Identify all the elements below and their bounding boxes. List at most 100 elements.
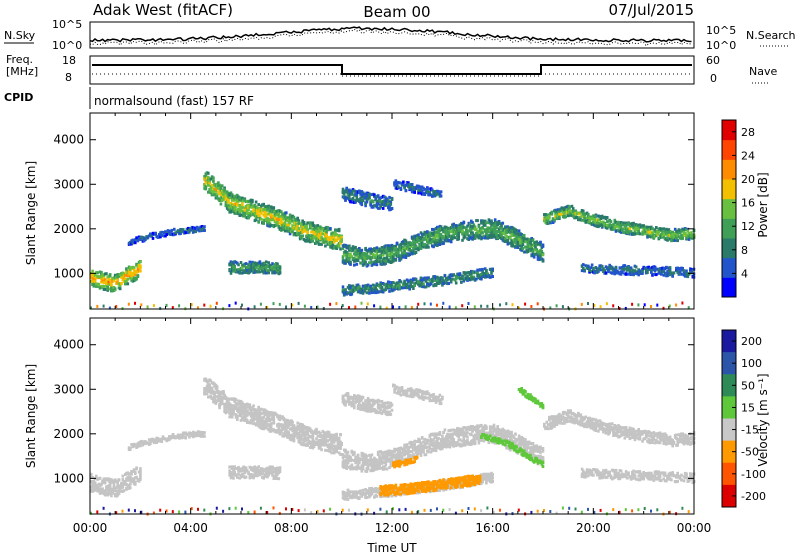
power-cell-0-5-0 — [96, 271, 99, 275]
power-cell-4-204-6 — [346, 252, 350, 256]
power-cell-9-391-1 — [582, 263, 585, 267]
power-cell-5-318-2 — [490, 271, 493, 275]
velocity-cell-0-23-0 — [118, 489, 122, 493]
power-cell-5-226-1 — [374, 285, 377, 289]
power-cell-8-361-5 — [544, 213, 547, 216]
power-cell-5-220-2 — [366, 287, 370, 291]
power-cell-8-405-2 — [599, 217, 603, 220]
power-cell-0-34-3 — [132, 266, 136, 270]
velocity-cell-0-15-7 — [108, 485, 112, 489]
power-cell-4-215-8 — [360, 248, 364, 252]
power-cell-2-156-7 — [286, 226, 289, 230]
power-cell-4-261-7 — [418, 239, 421, 242]
power-cell-4-276-4 — [437, 227, 440, 231]
power-cell-8-461-0 — [670, 239, 673, 243]
power-near-cell-56 — [442, 301, 445, 305]
power-near-cell-38 — [329, 302, 332, 306]
power-cell-2-115-3 — [234, 212, 238, 215]
power-cell-4-243-6 — [395, 242, 399, 246]
power-cell-4-343-5 — [521, 234, 525, 238]
power-cell-5-219-3 — [365, 291, 369, 295]
power-cell-9-427-3 — [627, 266, 630, 269]
power-cell-5-315-3 — [486, 272, 489, 276]
velocity-cell-2-161-9 — [292, 438, 296, 442]
power-cell-2-158-7 — [288, 228, 292, 232]
power-cell-4-313-0 — [483, 219, 487, 223]
power-cell-0-27-2 — [124, 282, 127, 286]
velocity-cell-1-56-2 — [160, 437, 164, 441]
power-cell-8-370-5 — [555, 216, 559, 220]
power-cell-5-302-1 — [470, 272, 473, 276]
power-cell-5-243-4 — [395, 285, 399, 289]
power-cell-2-125-9 — [247, 216, 250, 220]
power-cell-2-154-9 — [283, 229, 287, 233]
velocity-cell-2-134-6 — [258, 410, 262, 414]
power-cell-9-411-3 — [607, 270, 610, 273]
power-cell-4-333-4 — [509, 236, 512, 240]
power-cell-8-434-0 — [636, 224, 639, 228]
power-cell-0-19-4 — [113, 287, 117, 291]
velocity-cell-0-18-7 — [112, 485, 116, 489]
power-cell-2-189-8 — [327, 238, 331, 242]
velocity-cell-0-39-3 — [139, 471, 142, 475]
power-cell-4-256-3 — [412, 249, 415, 253]
power-cell-0-18-4 — [112, 279, 116, 283]
power-cell-4-249-5 — [403, 253, 406, 257]
velocity-cell-0-14-1 — [107, 484, 111, 488]
power-cell-2-177-7 — [312, 235, 316, 239]
power-cell-9-460-2 — [668, 266, 672, 270]
velocity-cell-2-104-5 — [220, 395, 224, 399]
velocity-cell-0-0-4 — [90, 472, 93, 476]
power-cell-3-127-1 — [249, 266, 253, 270]
power-cell-8-401-0 — [594, 218, 598, 222]
power-cell-3-146-2 — [273, 264, 277, 268]
power-cell-0-29-0 — [126, 282, 130, 286]
velocity-cell-2-156-3 — [286, 430, 289, 434]
power-cell-0-14-7 — [107, 283, 111, 286]
power-near-cell-23 — [234, 301, 237, 305]
velocity-cell-2-101-8 — [217, 396, 220, 400]
velocity-cell-1-41-0 — [141, 443, 145, 447]
power-near-cell-52 — [417, 302, 420, 306]
power-cell-0-1-3 — [91, 269, 94, 273]
power-cell-9-443-2 — [647, 265, 650, 269]
power-cell-9-466-2 — [676, 270, 679, 274]
power-cell-4-200-8 — [341, 255, 345, 259]
power-cell-6-201-6 — [342, 191, 346, 195]
power-cell-2-101-5 — [217, 186, 220, 190]
velocity-cell-2-143-7 — [269, 422, 273, 426]
velocity-cell-2-115-4 — [234, 398, 238, 402]
power-cell-8-474-1 — [686, 227, 690, 231]
power-cell-4-351-8 — [531, 239, 535, 243]
power-cell-1-56-1 — [160, 230, 164, 234]
power-cell-0-14-5 — [107, 274, 111, 278]
power-cell-4-253-8 — [408, 253, 411, 257]
power-cell-4-209-8 — [353, 263, 356, 267]
power-cell-5-240-0 — [392, 281, 395, 285]
power-cell-4-218-3 — [364, 256, 367, 260]
velocity-cell-2-167-3 — [300, 436, 303, 440]
power-cell-5-253-4 — [408, 287, 411, 291]
power-cell-8-463-4 — [672, 238, 676, 242]
power-cell-4-275-6 — [436, 225, 439, 229]
velocity-cell-2-156-9 — [286, 418, 289, 422]
power-cell-4-231-8 — [380, 250, 384, 254]
power-cell-4-260-6 — [417, 233, 420, 237]
velocity-cell-2-190-2 — [329, 449, 332, 453]
power-cell-5-278-3 — [439, 281, 443, 285]
power-cell-5-294-4 — [460, 280, 463, 284]
power-cell-4-288-7 — [452, 233, 455, 237]
power-cell-4-262-3 — [419, 247, 423, 250]
power-near-cell-70 — [530, 305, 533, 308]
velocity-cell-2-145-8 — [272, 418, 276, 421]
power-cell-4-227-7 — [375, 246, 379, 250]
power-cell-4-318-7 — [490, 219, 493, 223]
velocity-cell-2-151-8 — [280, 423, 283, 427]
power-cell-1-84-2 — [195, 225, 199, 229]
velocity-cell-0-11-6 — [103, 481, 107, 485]
power-near-cell-34 — [303, 304, 306, 308]
power-cell-8-461-4 — [670, 232, 673, 235]
power-cell-7-251-3 — [405, 182, 409, 186]
power-cell-4-254-0 — [409, 249, 413, 252]
